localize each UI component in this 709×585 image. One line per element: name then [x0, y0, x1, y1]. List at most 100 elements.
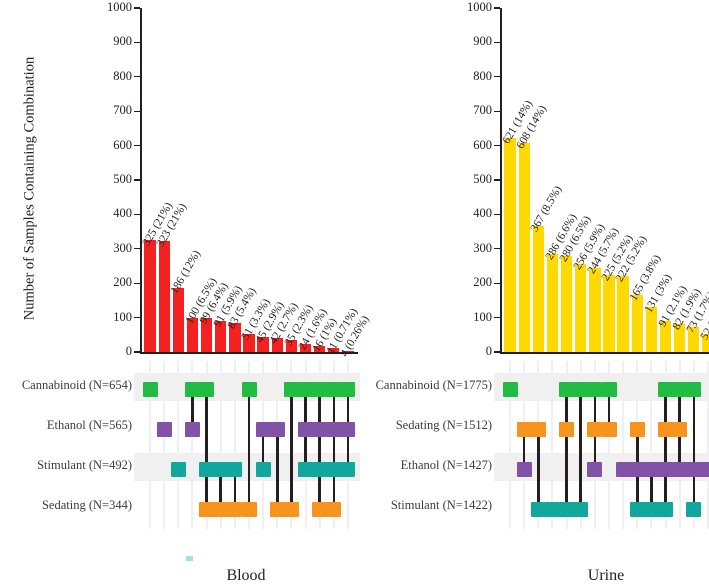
matrix-connector-urine-5: [579, 389, 583, 510]
matrix-dot-urine-1-ethanol: [516, 462, 532, 477]
matrix-dot-blood-12-ethanol: [312, 422, 328, 437]
matrix-dot-urine-5-stimulant: [573, 502, 589, 517]
bar-urine-5: [575, 263, 587, 352]
matrix-dot-urine-13-ethanol: [686, 462, 702, 477]
matrix-dot-urine-12-ethanol: [672, 462, 688, 477]
matrix-dot-blood-4-stimulant: [199, 462, 215, 477]
bar-blood-4: [200, 317, 213, 352]
bar-chart-urine: 0 100 200 300 400 500 600 700 800 900 1000 621 (14%…: [350, 0, 709, 358]
matrix-dot-urine-13-cannabinoid: [686, 382, 702, 397]
matrix-connector-urine-4: [565, 389, 568, 510]
matrix-connector-urine-11: [664, 389, 667, 510]
panel-caption-urine: Urine: [587, 567, 625, 584]
matrix-connector-blood-9: [275, 429, 279, 510]
matrix-connector-urine-2: [537, 429, 540, 510]
matrix-gridline-blood-2: [177, 361, 180, 529]
y-tick-urine-800: [494, 76, 500, 78]
matrix-dot-urine-12-cannabinoid: [672, 382, 688, 397]
matrix-connector-blood-6: [233, 469, 237, 510]
matrix-connector-blood-3: [191, 389, 194, 430]
bar-blood-8: [257, 336, 269, 352]
matrix-connector-blood-7: [247, 389, 251, 510]
bar-blood-12: [314, 346, 326, 352]
panel-blood: 0 100 200 300 400 500 600 700 800 900 1000 325 (21%…: [0, 0, 372, 584]
matrix-gridline-blood-3: [191, 361, 194, 529]
matrix-dot-blood-3-ethanol: [184, 422, 200, 437]
matrix-dot-urine-4-sedating: [559, 422, 575, 437]
bar-urine-9: [631, 295, 643, 352]
bar-blood-14: [342, 350, 354, 352]
bar-blood-5: [215, 320, 227, 352]
matrix-dot-urine-6-cannabinoid: [587, 382, 603, 397]
matrix-dot-urine-13-stimulant: [686, 502, 702, 517]
matrix-connector-blood-13: [332, 389, 336, 510]
bar-urine-6: [589, 268, 601, 352]
y-tick-label-urine-1000: 1000: [467, 0, 492, 14]
matrix-connector-blood-4: [205, 389, 208, 510]
set-matrix-blood: Cannabinoid (N=654) Ethanol (N=565) Stimul…: [0, 0, 364, 529]
y-tick-label-urine-700: 700: [473, 103, 492, 118]
matrix-dot-urine-2-sedating: [530, 422, 546, 437]
y-tick-blood-700: [134, 110, 140, 112]
bar-urine-4: [560, 255, 573, 352]
y-tick-label-blood-500: 500: [113, 172, 132, 186]
matrix-dot-blood-8-stimulant: [255, 462, 271, 477]
y-tick-label-urine-0: 0: [485, 344, 492, 358]
y-tick-label-blood-800: 800: [113, 68, 132, 83]
y-tick-label-blood-400: 400: [113, 206, 132, 221]
panel-caption-blood: Blood: [226, 567, 266, 584]
bar-label-blood-2: 186 (12%): [169, 248, 204, 297]
matrix-gridline-urine-3: [551, 361, 554, 529]
matrix-dot-blood-12-cannabinoid: [312, 382, 328, 397]
matrix-connector-blood-12: [318, 389, 321, 510]
matrix-dot-blood-6-stimulant: [227, 462, 243, 477]
matrix-dot-urine-6-ethanol: [587, 462, 603, 477]
y-axis-line-blood: [140, 8, 142, 352]
matrix-dot-blood-9-ethanol: [269, 422, 285, 437]
matrix-gridline-blood-5: [219, 361, 222, 529]
matrix-dot-blood-13-ethanol: [326, 422, 342, 437]
y-tick-label-blood-900: 900: [113, 34, 132, 49]
y-tick-label-urine-800: 800: [473, 68, 492, 83]
bar-blood-3: [186, 317, 199, 352]
y-tick-label-urine-600: 600: [473, 137, 492, 152]
matrix-dot-urine-14-ethanol: [700, 462, 709, 477]
y-tick-blood-1000: [134, 7, 140, 9]
y-tick-label-blood-0: 0: [125, 344, 132, 358]
y-tick-label-urine-100: 100: [473, 309, 492, 324]
y-tick-blood-400: [134, 213, 140, 216]
matrix-dot-urine-4-stimulant: [559, 502, 575, 517]
matrix-gridline-blood-0: [149, 361, 152, 529]
matrix-dot-blood-14-stimulant: [340, 462, 356, 477]
y-tick-label-blood-100: 100: [113, 309, 132, 324]
matrix-dot-blood-12-sedating: [312, 502, 328, 517]
matrix-dot-urine-6-sedating: [587, 422, 603, 437]
y-axis-line-urine: [500, 8, 502, 352]
y-tick-urine-100: [494, 316, 500, 319]
matrix-dot-urine-11-cannabinoid: [658, 382, 674, 397]
bar-urine-11: [659, 320, 672, 352]
y-tick-blood-900: [134, 41, 140, 44]
matrix-dot-urine-2-stimulant: [530, 502, 546, 517]
matrix-dot-blood-7-sedating: [241, 502, 257, 517]
matrix-dot-blood-5-sedating: [213, 502, 229, 517]
set-label-blood-stimulant: Stimulant (N=492): [37, 458, 132, 472]
matrix-dot-urine-8-ethanol: [615, 462, 631, 477]
matrix-connector-blood-5: [219, 469, 223, 510]
matrix-gridline-blood-6: [233, 361, 236, 529]
matrix-dot-blood-8-ethanol: [255, 422, 271, 437]
bar-blood-2: [172, 288, 184, 352]
matrix-gridline-urine-8: [622, 361, 625, 529]
matrix-dot-blood-4-cannabinoid: [199, 382, 215, 397]
matrix-dot-blood-6-sedating: [227, 502, 243, 517]
y-tick-urine-0: [494, 351, 500, 353]
matrix-connector-blood-8: [261, 429, 265, 470]
set-label-urine-ethanol: Ethanol (N=1427): [400, 458, 492, 472]
matrix-dot-blood-11-ethanol: [298, 422, 314, 437]
matrix-dot-urine-11-ethanol: [658, 462, 674, 477]
bar-urine-13: [688, 326, 700, 352]
matrix-dot-blood-7-cannabinoid: [241, 382, 257, 397]
bar-urine-2: [532, 225, 544, 352]
y-tick-label-urine-400: 400: [473, 206, 492, 221]
matrix-dot-urine-9-sedating: [629, 422, 645, 437]
